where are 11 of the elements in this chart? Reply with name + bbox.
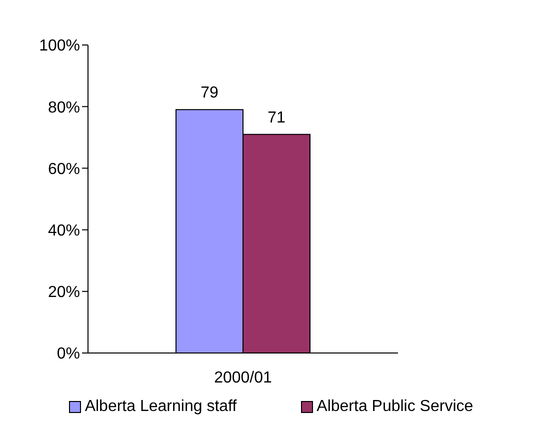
legend-label: Alberta Public Service	[316, 398, 474, 416]
data-label: 79	[200, 84, 218, 102]
legend-label: Alberta Learning staff	[84, 398, 237, 416]
y-tick-label: 60%	[48, 160, 80, 178]
y-tick-label: 80%	[48, 99, 80, 116]
y-tick-label: 40%	[48, 222, 80, 240]
x-tick-label: 2000/01	[214, 369, 272, 386]
y-tick-label: 100%	[39, 38, 80, 55]
y-tick-label: 0%	[56, 346, 80, 363]
data-label: 71	[268, 109, 286, 126]
y-tick-label: 20%	[48, 284, 80, 302]
